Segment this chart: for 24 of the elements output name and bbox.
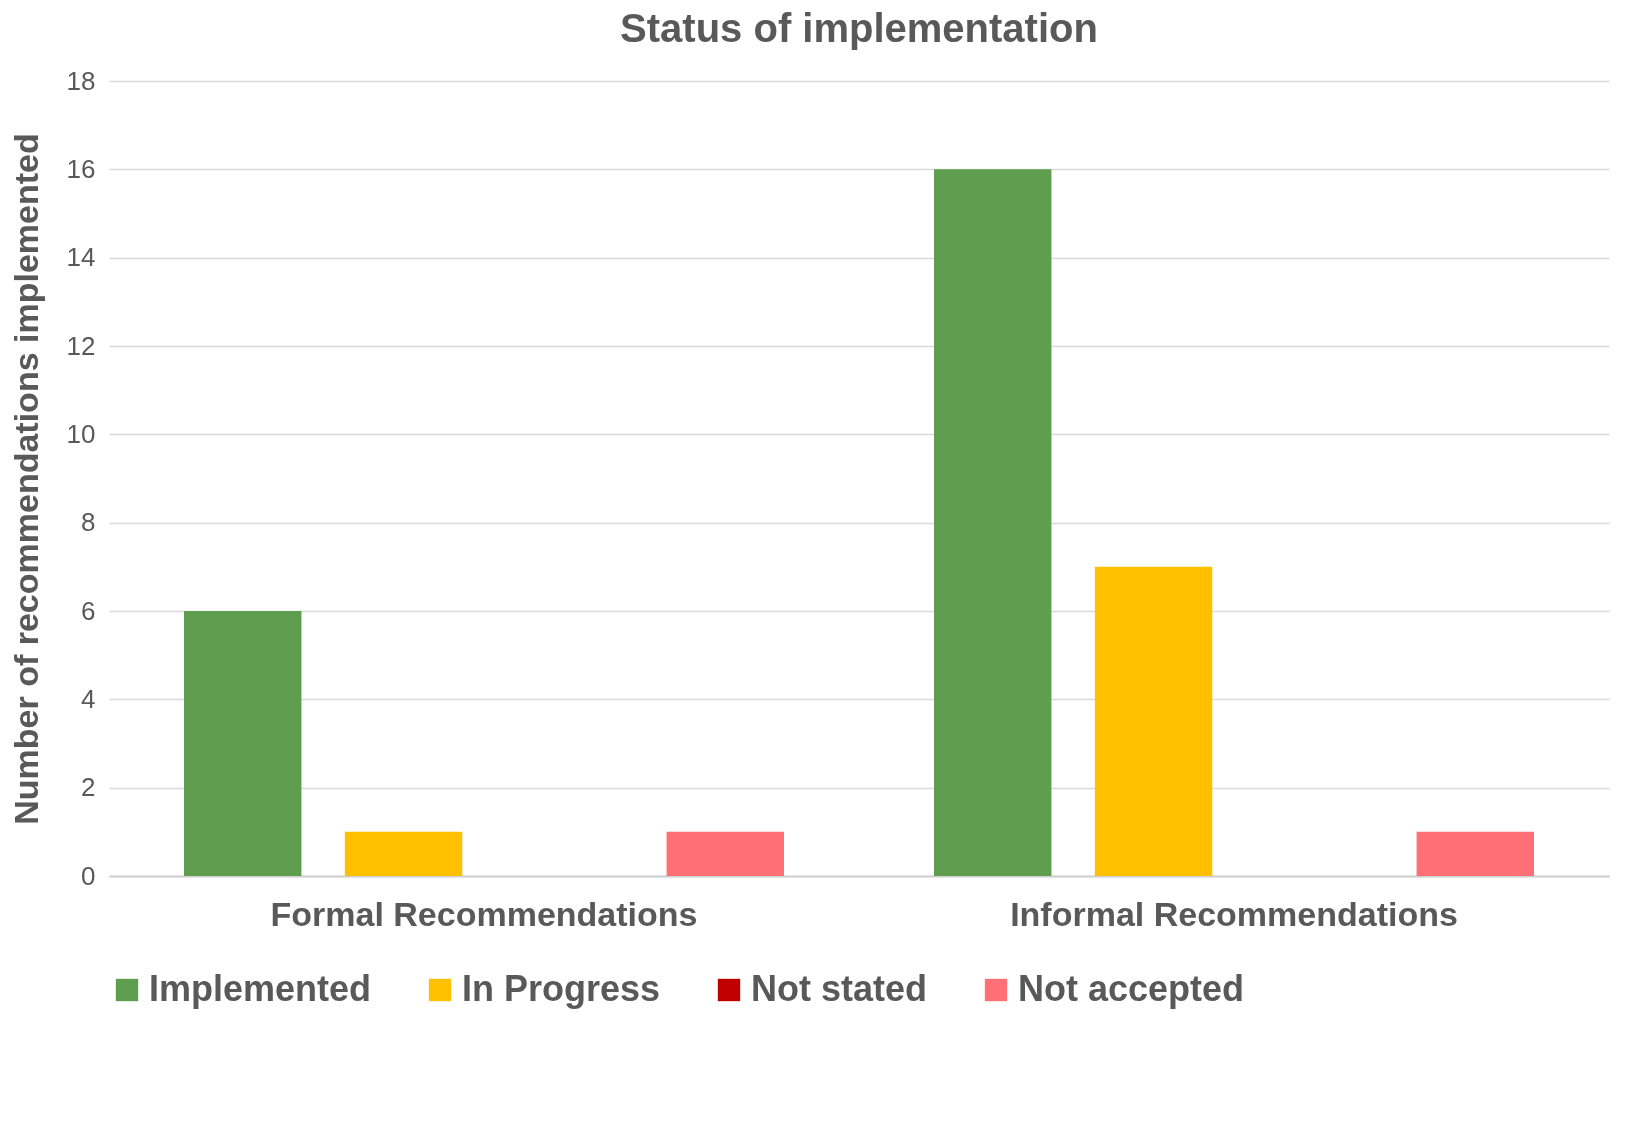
x-tick-label: Formal Recommendations — [270, 894, 698, 933]
bar — [934, 169, 1052, 876]
legend-label: Not stated — [751, 968, 928, 1009]
bar — [1094, 566, 1213, 876]
bar — [184, 611, 302, 876]
bar — [344, 831, 463, 876]
legend-label: Not accepted — [1018, 968, 1245, 1009]
legend-label: In Progress — [462, 968, 661, 1009]
chart-title: Status of implementation — [620, 6, 1098, 50]
y-tick-label: 6 — [81, 595, 96, 626]
y-tick-label: 18 — [66, 65, 96, 96]
y-axis-title: Number of recommendations implemented — [6, 133, 45, 825]
y-tick-label: 14 — [66, 242, 96, 273]
bar — [666, 831, 784, 876]
x-tick-label: Informal Recommendations — [1010, 894, 1458, 933]
legend-label: Implemented — [149, 968, 372, 1009]
y-tick-label: 10 — [66, 418, 96, 449]
y-tick-label: 4 — [81, 683, 96, 714]
y-tick-label: 16 — [66, 153, 96, 184]
y-tick-label: 2 — [81, 772, 96, 803]
y-tick-label: 12 — [66, 330, 96, 361]
bar — [1416, 831, 1534, 876]
y-tick-label: 8 — [81, 507, 96, 538]
y-tick-label: 0 — [81, 860, 96, 891]
